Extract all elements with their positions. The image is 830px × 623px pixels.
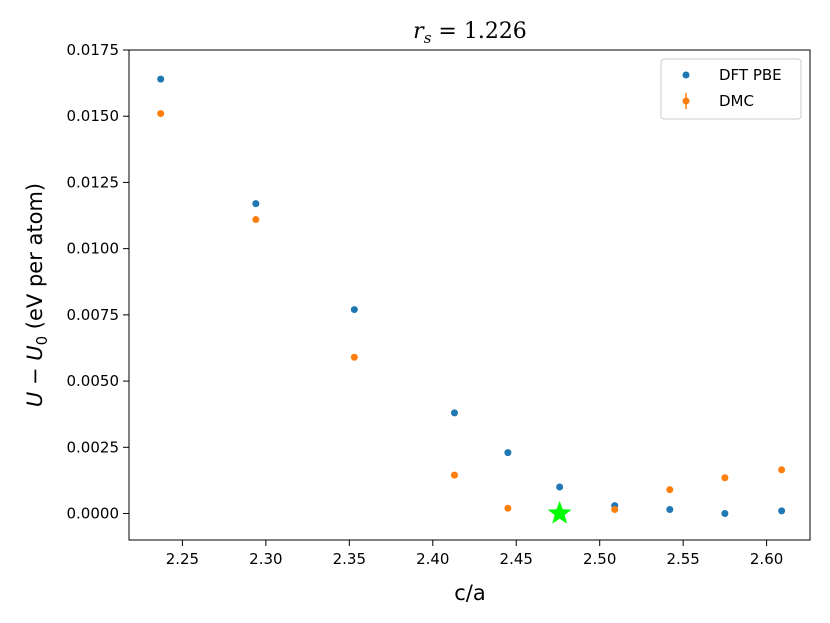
x-tick-label: 2.60 <box>750 550 783 568</box>
point-dmc <box>666 486 674 494</box>
y-axis-label: U − U0 (eV per atom) <box>23 183 51 407</box>
point-dft-pbe <box>721 510 729 518</box>
points-layer <box>157 75 786 524</box>
y-tick-label: 0.0125 <box>67 173 120 191</box>
legend-label-dmc: DMC <box>719 92 754 110</box>
legend-box <box>660 58 802 120</box>
point-dmc <box>450 471 458 479</box>
point-dft-pbe <box>778 507 786 515</box>
y-tick-label: 0.0175 <box>67 41 120 59</box>
point-dmc <box>350 353 358 361</box>
legend-marker-dmc <box>682 97 690 105</box>
point-dmc <box>252 216 260 224</box>
point-dft-pbe <box>504 449 512 457</box>
x-tick-label: 2.35 <box>333 550 366 568</box>
y-tick-label: 0.0100 <box>67 240 120 258</box>
point-dmc <box>504 504 512 512</box>
x-tick-label: 2.30 <box>249 550 282 568</box>
x-tick-label: 2.55 <box>666 550 699 568</box>
legend-marker-dft-pbe <box>682 71 690 79</box>
legend: DFT PBE DMC <box>660 58 802 120</box>
y-tick-label: 0.0025 <box>67 438 120 456</box>
point-dft-pbe <box>556 483 564 491</box>
x-tick-label: 2.50 <box>583 550 616 568</box>
point-dmc <box>157 110 165 118</box>
plot-frame <box>128 49 811 541</box>
y-tick-label: 0.0075 <box>67 306 120 324</box>
point-dft-pbe <box>252 200 260 208</box>
point-dft-pbe <box>157 75 165 83</box>
x-axis-label: c/a <box>454 581 486 605</box>
point-dmc <box>611 506 619 514</box>
ticks-layer: 2.25 2.30 2.35 2.40 2.45 2.50 2.55 2.60 0.0000 0.… <box>67 41 784 568</box>
point-dft-pbe <box>450 409 458 417</box>
point-dft-pbe <box>666 506 674 514</box>
x-tick-label: 2.40 <box>416 550 449 568</box>
x-tick-label: 2.25 <box>166 550 199 568</box>
chart-title: rs = 1.226 <box>413 19 527 47</box>
star-marker <box>547 500 572 524</box>
point-dmc <box>721 474 729 482</box>
point-dmc <box>778 466 786 474</box>
legend-label-dft-pbe: DFT PBE <box>719 66 782 84</box>
point-dft-pbe <box>350 306 358 314</box>
y-tick-label: 0.0000 <box>67 505 120 523</box>
y-tick-label: 0.0050 <box>67 372 120 390</box>
y-tick-label: 0.0150 <box>67 107 120 125</box>
x-tick-label: 2.45 <box>500 550 533 568</box>
